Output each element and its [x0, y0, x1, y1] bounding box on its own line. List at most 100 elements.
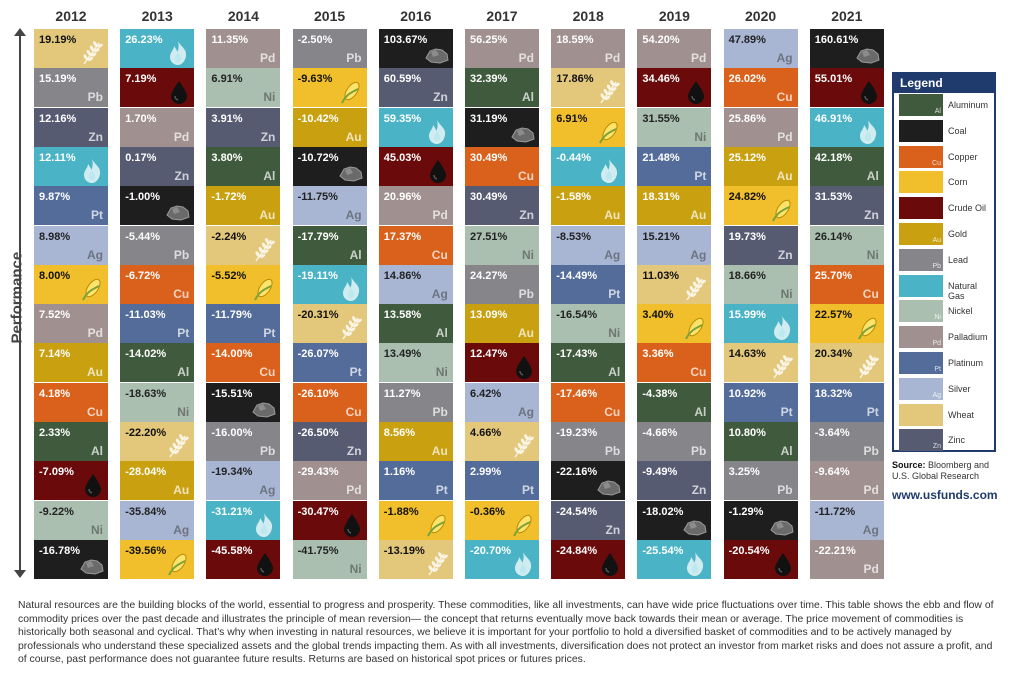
cell-2021-wheat: 20.34%: [809, 343, 884, 383]
legend-item-crude-oil: Crude Oil: [899, 197, 995, 221]
cell-symbol: Ag: [776, 51, 793, 65]
cell-2017-wheat: 4.66%: [465, 422, 539, 461]
cell-2018-silver: -8.53% Ag: [551, 225, 626, 265]
cell-2016-nickel: 13.49% Ni: [378, 343, 453, 383]
cell-2013-aluminum: -14.02% Al: [120, 343, 195, 383]
cell-symbol: Ag: [518, 404, 534, 419]
cell-value: -45.58%: [211, 544, 253, 557]
cell-value: -31.21%: [211, 505, 253, 518]
cell-value: 6.91%: [211, 73, 243, 86]
legend-swatch: [899, 403, 943, 426]
cell-2013-platinum: -11.03% Pt: [120, 304, 195, 344]
cell-value: -35.84%: [125, 505, 167, 518]
wheat-icon: [859, 355, 879, 379]
cell-2012-zinc: 12.16% Zn: [34, 107, 108, 147]
cell-symbol: Zn: [260, 129, 276, 144]
cell-value: 55.01%: [814, 73, 853, 86]
cell-symbol: Pt: [694, 168, 707, 183]
legend-symbol: Au: [932, 237, 941, 244]
cell-symbol: Pt: [780, 404, 793, 419]
cell-2021-copper: 25.70% Cu: [809, 264, 884, 304]
cell-value: -19.11%: [297, 269, 338, 282]
cell-symbol: Pb: [432, 404, 448, 419]
cell-2018-corn: 6.91%: [551, 107, 626, 147]
cell-2014-nickel: 6.91% Ni: [206, 68, 281, 108]
year-header-2012: 2012: [55, 8, 87, 24]
cell-symbol: Pt: [522, 483, 534, 498]
cell-symbol: Pb: [87, 90, 103, 105]
cell-2018-gold: -1.58% Au: [551, 186, 626, 226]
cell-symbol: Ni: [780, 286, 793, 301]
cell-value: 8.00%: [39, 269, 71, 282]
wheat-icon: [772, 355, 793, 379]
cell-value: 34.46%: [642, 73, 680, 86]
cell-symbol: Ni: [177, 404, 190, 419]
legend: Legend Al Aluminum Coal Cu Copper Corn Crude O…: [892, 72, 996, 452]
cell-value: -22.20%: [125, 427, 167, 439]
legend-label: Copper: [948, 151, 978, 162]
cell-symbol: Al: [177, 365, 190, 380]
cell-value: 56.25%: [470, 34, 508, 46]
flame-icon: [859, 119, 876, 144]
cell-2012-wheat: 19.19%: [34, 29, 108, 68]
cell-value: -11.03%: [125, 309, 166, 322]
corn-icon: [340, 82, 360, 104]
cell-2016-natural-gas: 59.35%: [378, 107, 453, 147]
cell-value: 3.25%: [728, 466, 760, 479]
cell-2018-wheat: 17.86%: [551, 68, 626, 108]
cell-value: -39.56%: [125, 544, 167, 557]
legend-symbol: Al: [934, 108, 941, 115]
legend-symbol: Pb: [932, 262, 941, 270]
cell-2017-silver: 6.42% Ag: [465, 382, 539, 422]
cell-2018-nickel: -16.54% Ni: [551, 304, 626, 344]
corn-icon: [168, 553, 187, 576]
cell-2012-palladium: 7.52% Pd: [34, 304, 108, 344]
cell-2021-palladium: -9.64% Pd: [809, 461, 884, 501]
cell-2013-corn: -39.56%: [120, 539, 195, 579]
legend-swatch: Au: [899, 223, 943, 245]
cell-symbol: Ag: [690, 247, 707, 262]
website-link[interactable]: www.usfunds.com: [892, 488, 998, 502]
cell-2020-copper: 26.02% Cu: [723, 68, 798, 108]
cell-value: -22.21%: [814, 544, 856, 557]
cell-2014-palladium: 11.35% Pd: [206, 29, 281, 68]
cell-value: -20.31%: [297, 309, 339, 322]
cell-symbol: Pb: [604, 444, 621, 458]
cell-2017-palladium: 56.25% Pd: [465, 29, 539, 68]
cell-value: -4.66%: [642, 427, 678, 439]
year-header-2013: 2013: [141, 8, 173, 24]
cell-2017-lead: 24.27% Pb: [465, 264, 539, 304]
cell-value: 1.16%: [383, 466, 415, 479]
cell-symbol: Au: [518, 326, 534, 341]
legend-item-corn: Corn: [899, 171, 995, 195]
cell-value: 20.34%: [814, 348, 853, 361]
cell-2012-coal: -16.78%: [34, 539, 108, 579]
cell-2020-corn: 24.82%: [723, 186, 798, 226]
cell-symbol: Pb: [777, 483, 793, 498]
year-header-2014: 2014: [227, 8, 259, 24]
cell-2019-silver: 15.21% Ag: [637, 225, 712, 265]
legend-label: Crude Oil: [948, 203, 987, 214]
cell-2019-wheat: 11.03%: [637, 264, 712, 304]
legend-symbol: Cu: [932, 159, 941, 167]
cell-value: -17.79%: [297, 230, 339, 243]
legend-item-nickel: Ni Nickel: [899, 300, 995, 324]
cell-value: -14.02%: [125, 348, 167, 361]
legend-swatch: [899, 197, 943, 220]
cell-value: -5.44%: [125, 230, 161, 243]
legend-item-gold: Au Gold: [899, 223, 995, 247]
cell-value: -22.16%: [556, 466, 598, 479]
cell-2018-zinc: -24.54% Zn: [551, 500, 626, 540]
cell-2015-platinum: -26.07% Pt: [292, 343, 367, 383]
cell-2016-lead: 11.27% Pb: [378, 382, 453, 422]
cell-2019-aluminum: -4.38% Al: [637, 382, 712, 422]
wheat-icon: [514, 434, 534, 458]
cell-value: -9.22%: [39, 505, 74, 518]
flame-icon: [515, 551, 532, 576]
cell-2021-coal: 160.61%: [809, 29, 884, 68]
cell-value: -25.54%: [642, 544, 684, 557]
cell-symbol: Pt: [263, 326, 276, 341]
cell-value: 3.91%: [211, 112, 243, 125]
cell-value: -1.00%: [125, 191, 161, 204]
cell-value: -16.00%: [211, 427, 253, 439]
